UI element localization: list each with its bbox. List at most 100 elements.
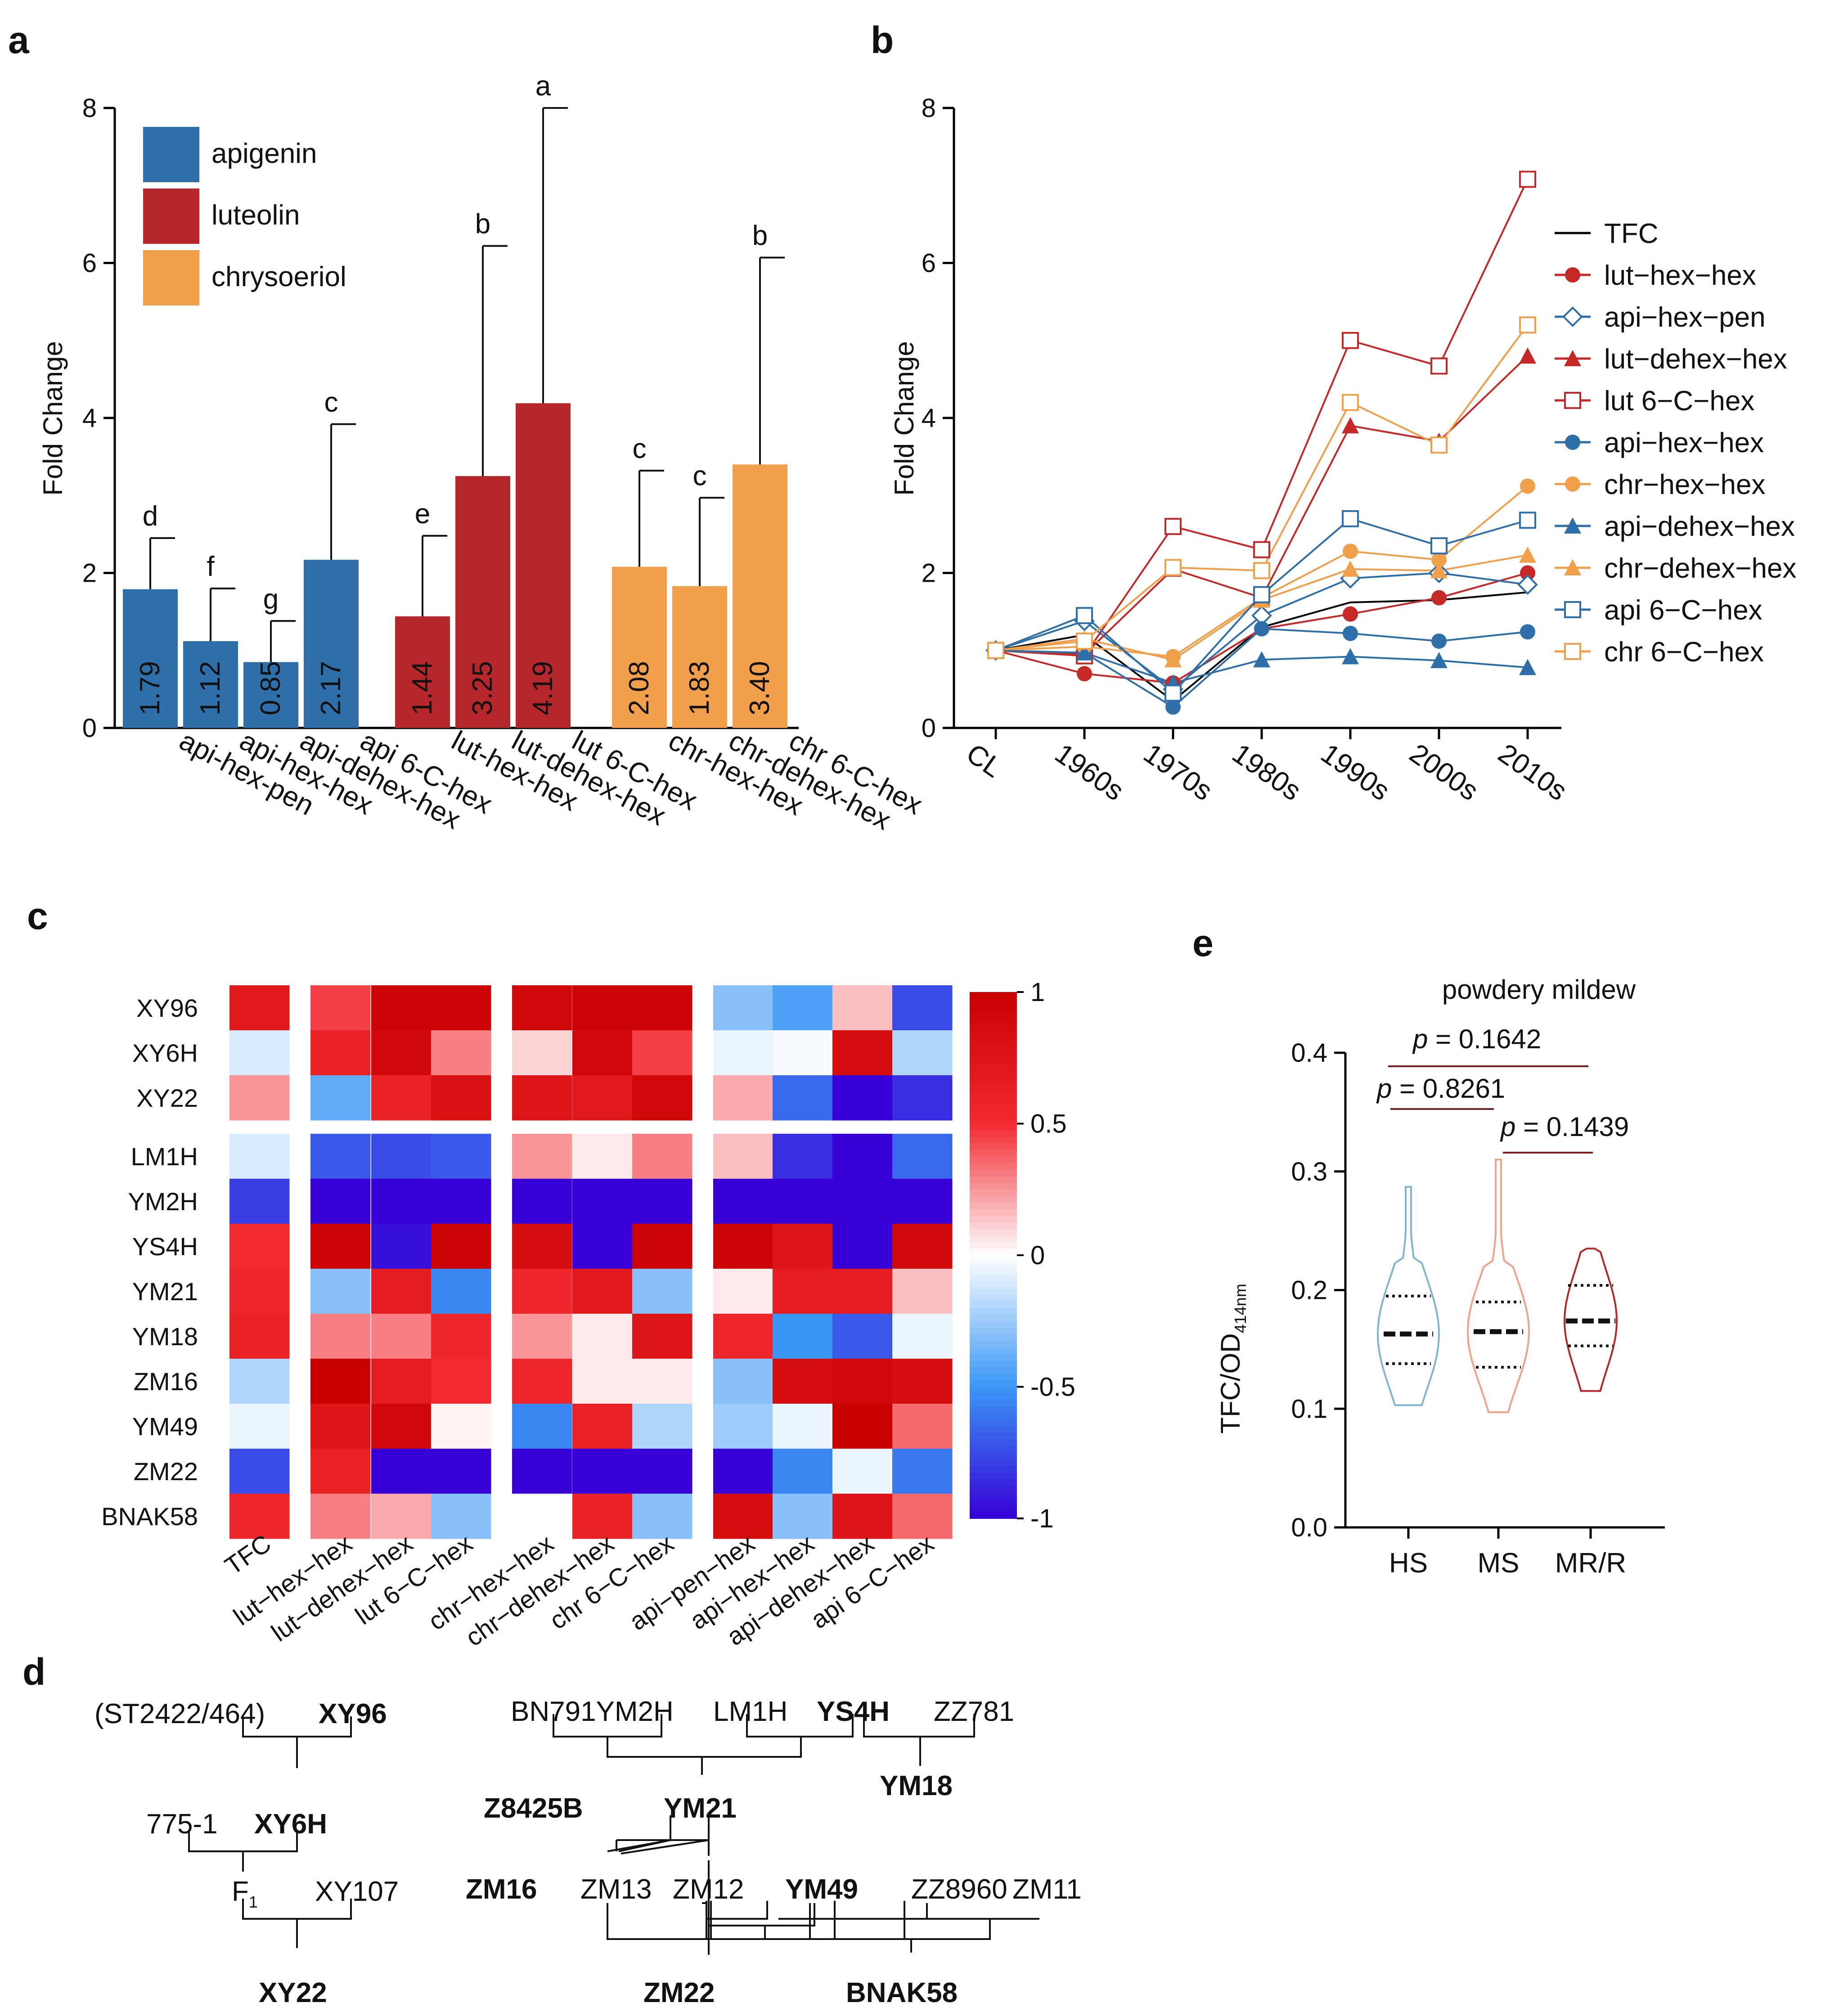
b-point	[1342, 417, 1359, 434]
b-xtick-label: 1990s	[1315, 738, 1395, 807]
colorbar-segment	[970, 1354, 1017, 1361]
heatmap-cell	[832, 1179, 893, 1224]
heatmap-cell	[310, 1224, 371, 1269]
heatmap-cell	[773, 1494, 833, 1539]
heatmap-cell	[371, 1359, 432, 1404]
b-point	[1253, 586, 1270, 603]
colorbar-segment	[970, 1479, 1017, 1486]
panel-a-ylabel: Fold Change	[38, 341, 68, 496]
heatmap-row-label: XY6H	[132, 1039, 198, 1067]
a-bar-value-label: 0.85	[255, 661, 286, 715]
colorbar-segment	[970, 1091, 1017, 1098]
e-ytick-label: 0.0	[1291, 1513, 1327, 1542]
b-legend-label: TFC	[1604, 218, 1659, 249]
colorbar-segment	[970, 1209, 1017, 1217]
heatmap-cell	[572, 1404, 633, 1449]
colorbar-segment	[970, 1426, 1017, 1433]
ped-line-xy96	[242, 1716, 352, 1768]
heatmap-cell	[773, 1179, 833, 1224]
b-point	[1431, 552, 1447, 568]
heatmap-cell	[892, 1449, 953, 1494]
colorbar-segment	[970, 1275, 1017, 1282]
heatmap-cell	[371, 1030, 432, 1076]
b-series-markers	[988, 621, 1535, 715]
colorbar-segment	[970, 1327, 1017, 1335]
panel-label-b: b	[871, 19, 894, 61]
panel-label-d: d	[22, 1651, 45, 1693]
colorbar-segment	[970, 1472, 1017, 1480]
colorbar-segment	[970, 1446, 1017, 1453]
ped-f1: F1	[232, 1876, 258, 1911]
ped-xy22: XY22	[259, 1977, 327, 2008]
heatmap-cell	[713, 1449, 773, 1494]
heatmap-cell	[310, 1314, 371, 1359]
ped-line-zm22-a	[706, 1901, 905, 1940]
ped-line-ym18	[863, 1714, 975, 1766]
heatmap-cell	[832, 1494, 893, 1539]
heatmap-cell	[773, 1224, 833, 1269]
ped-line-zm12-ym49	[708, 1903, 815, 1926]
colorbar-segment	[970, 1301, 1017, 1308]
heatmap-cell	[431, 1314, 491, 1359]
heatmap-cell	[773, 1404, 833, 1449]
colorbar-segment	[970, 1058, 1017, 1065]
a-legend-swatch	[143, 250, 199, 305]
b-legend-label: lut 6−C−hex	[1604, 386, 1754, 417]
heatmap-cell	[713, 1494, 773, 1539]
ped-z8425b: Z8425B	[484, 1793, 583, 1824]
a-bar-value-label: 2.17	[315, 661, 346, 715]
b-point	[1564, 601, 1581, 618]
a-bar	[455, 476, 510, 728]
ped-line-lm-ys	[746, 1714, 854, 1738]
heatmap-cell	[572, 1179, 633, 1224]
b-point	[1254, 621, 1269, 637]
heatmap-cell	[892, 1404, 953, 1449]
a-bar-value-label: 3.40	[744, 661, 775, 715]
b-xtick-label: 2000s	[1404, 738, 1484, 807]
heatmap-cell	[632, 1134, 692, 1179]
heatmap-cell	[512, 1404, 572, 1449]
colorbar-segment	[970, 1466, 1017, 1473]
colorbar-segment	[970, 1169, 1017, 1177]
b-ytick-label: 0	[922, 714, 936, 743]
heatmap-row-label: XY96	[136, 994, 198, 1022]
a-legend-swatch	[143, 189, 199, 244]
heatmap-cell	[773, 1269, 833, 1314]
colorbar-segment	[970, 1248, 1017, 1256]
heatmap-cell	[572, 1134, 633, 1179]
a-sig-letter: c	[693, 460, 707, 491]
colorbar-segment	[970, 1308, 1017, 1315]
panel-e-ylabel-main: TFC/OD	[1215, 1333, 1245, 1433]
e-xtick-label: MS	[1478, 1548, 1520, 1579]
e-pvalue-p: p	[1412, 1024, 1428, 1054]
b-legend-label: api 6−C−hex	[1604, 595, 1763, 626]
heatmap-cell	[832, 1314, 893, 1359]
colorbar-segment	[970, 1255, 1017, 1262]
b-point	[1342, 560, 1359, 577]
a-bar	[395, 616, 450, 728]
e-ytick-label: 0.2	[1291, 1276, 1327, 1305]
ped-zm16: ZM16	[466, 1874, 537, 1905]
b-point	[1430, 652, 1448, 669]
heatmap-cell	[832, 1404, 893, 1449]
b-point	[1342, 332, 1359, 349]
heatmap-cell	[892, 1224, 953, 1269]
colorbar-segment	[970, 1176, 1017, 1184]
colorbar-segment	[970, 1439, 1017, 1447]
panel-d-labels: (ST2422/464) XY96 775-1 XY6H F1 XY107 XY…	[94, 1696, 1082, 2008]
heatmap-cell	[229, 1449, 290, 1494]
heatmap-cell	[512, 1269, 572, 1314]
colorbar-segment	[970, 1011, 1017, 1019]
a-bar	[243, 662, 298, 728]
e-pvalue-text: p = 0.8261	[1376, 1073, 1505, 1104]
a-ytick-label: 6	[82, 249, 97, 278]
heatmap-cell	[512, 1449, 572, 1494]
heatmap-cell	[713, 1224, 773, 1269]
ped-bnak58: BNAK58	[846, 1977, 958, 2008]
colorbar-segment	[970, 1492, 1017, 1500]
ped-f-sub: 1	[249, 1893, 258, 1911]
b-point	[1519, 347, 1536, 364]
heatmap-cell	[832, 1359, 893, 1404]
heatmap-cell	[773, 1314, 833, 1359]
panel-b-ylabel: Fold Change	[889, 341, 919, 496]
